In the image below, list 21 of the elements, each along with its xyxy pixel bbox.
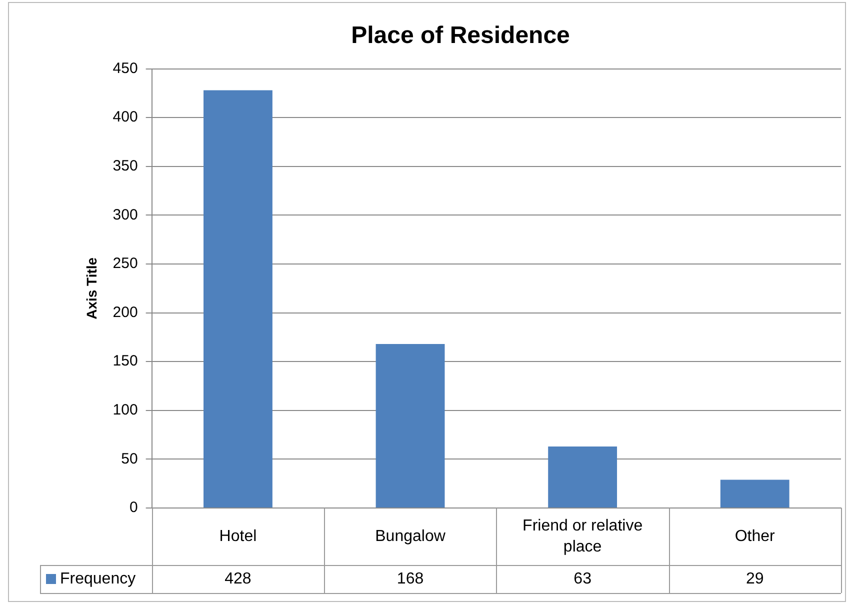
y-tick-label: 300 [112, 206, 138, 224]
y-tick-label: 350 [112, 158, 138, 175]
x-tick-label: Other [734, 528, 776, 545]
y-tick-label: 400 [112, 108, 138, 126]
y-tick-label: 250 [112, 255, 138, 272]
chart-title: Place of Residence [351, 22, 570, 50]
y-tick-label: 50 [121, 450, 138, 468]
y-tick-label: 200 [112, 304, 138, 321]
data-label: 428 [224, 570, 252, 588]
x-tick-label: Hotel [219, 528, 257, 545]
y-axis-title: Axis Title [83, 257, 100, 320]
data-label: 63 [574, 570, 592, 588]
legend-label: Frequency [60, 570, 136, 588]
y-tick-label: 100 [112, 402, 138, 419]
data-label: 29 [746, 570, 764, 588]
y-tick-label: 150 [112, 352, 138, 370]
y-tick-label: 450 [112, 60, 138, 77]
data-label: 168 [396, 570, 424, 588]
x-tick-label: Friend or relative place [522, 517, 643, 556]
x-tick-label: Bungalow [375, 528, 446, 545]
y-tick-label: 0 [129, 499, 138, 516]
